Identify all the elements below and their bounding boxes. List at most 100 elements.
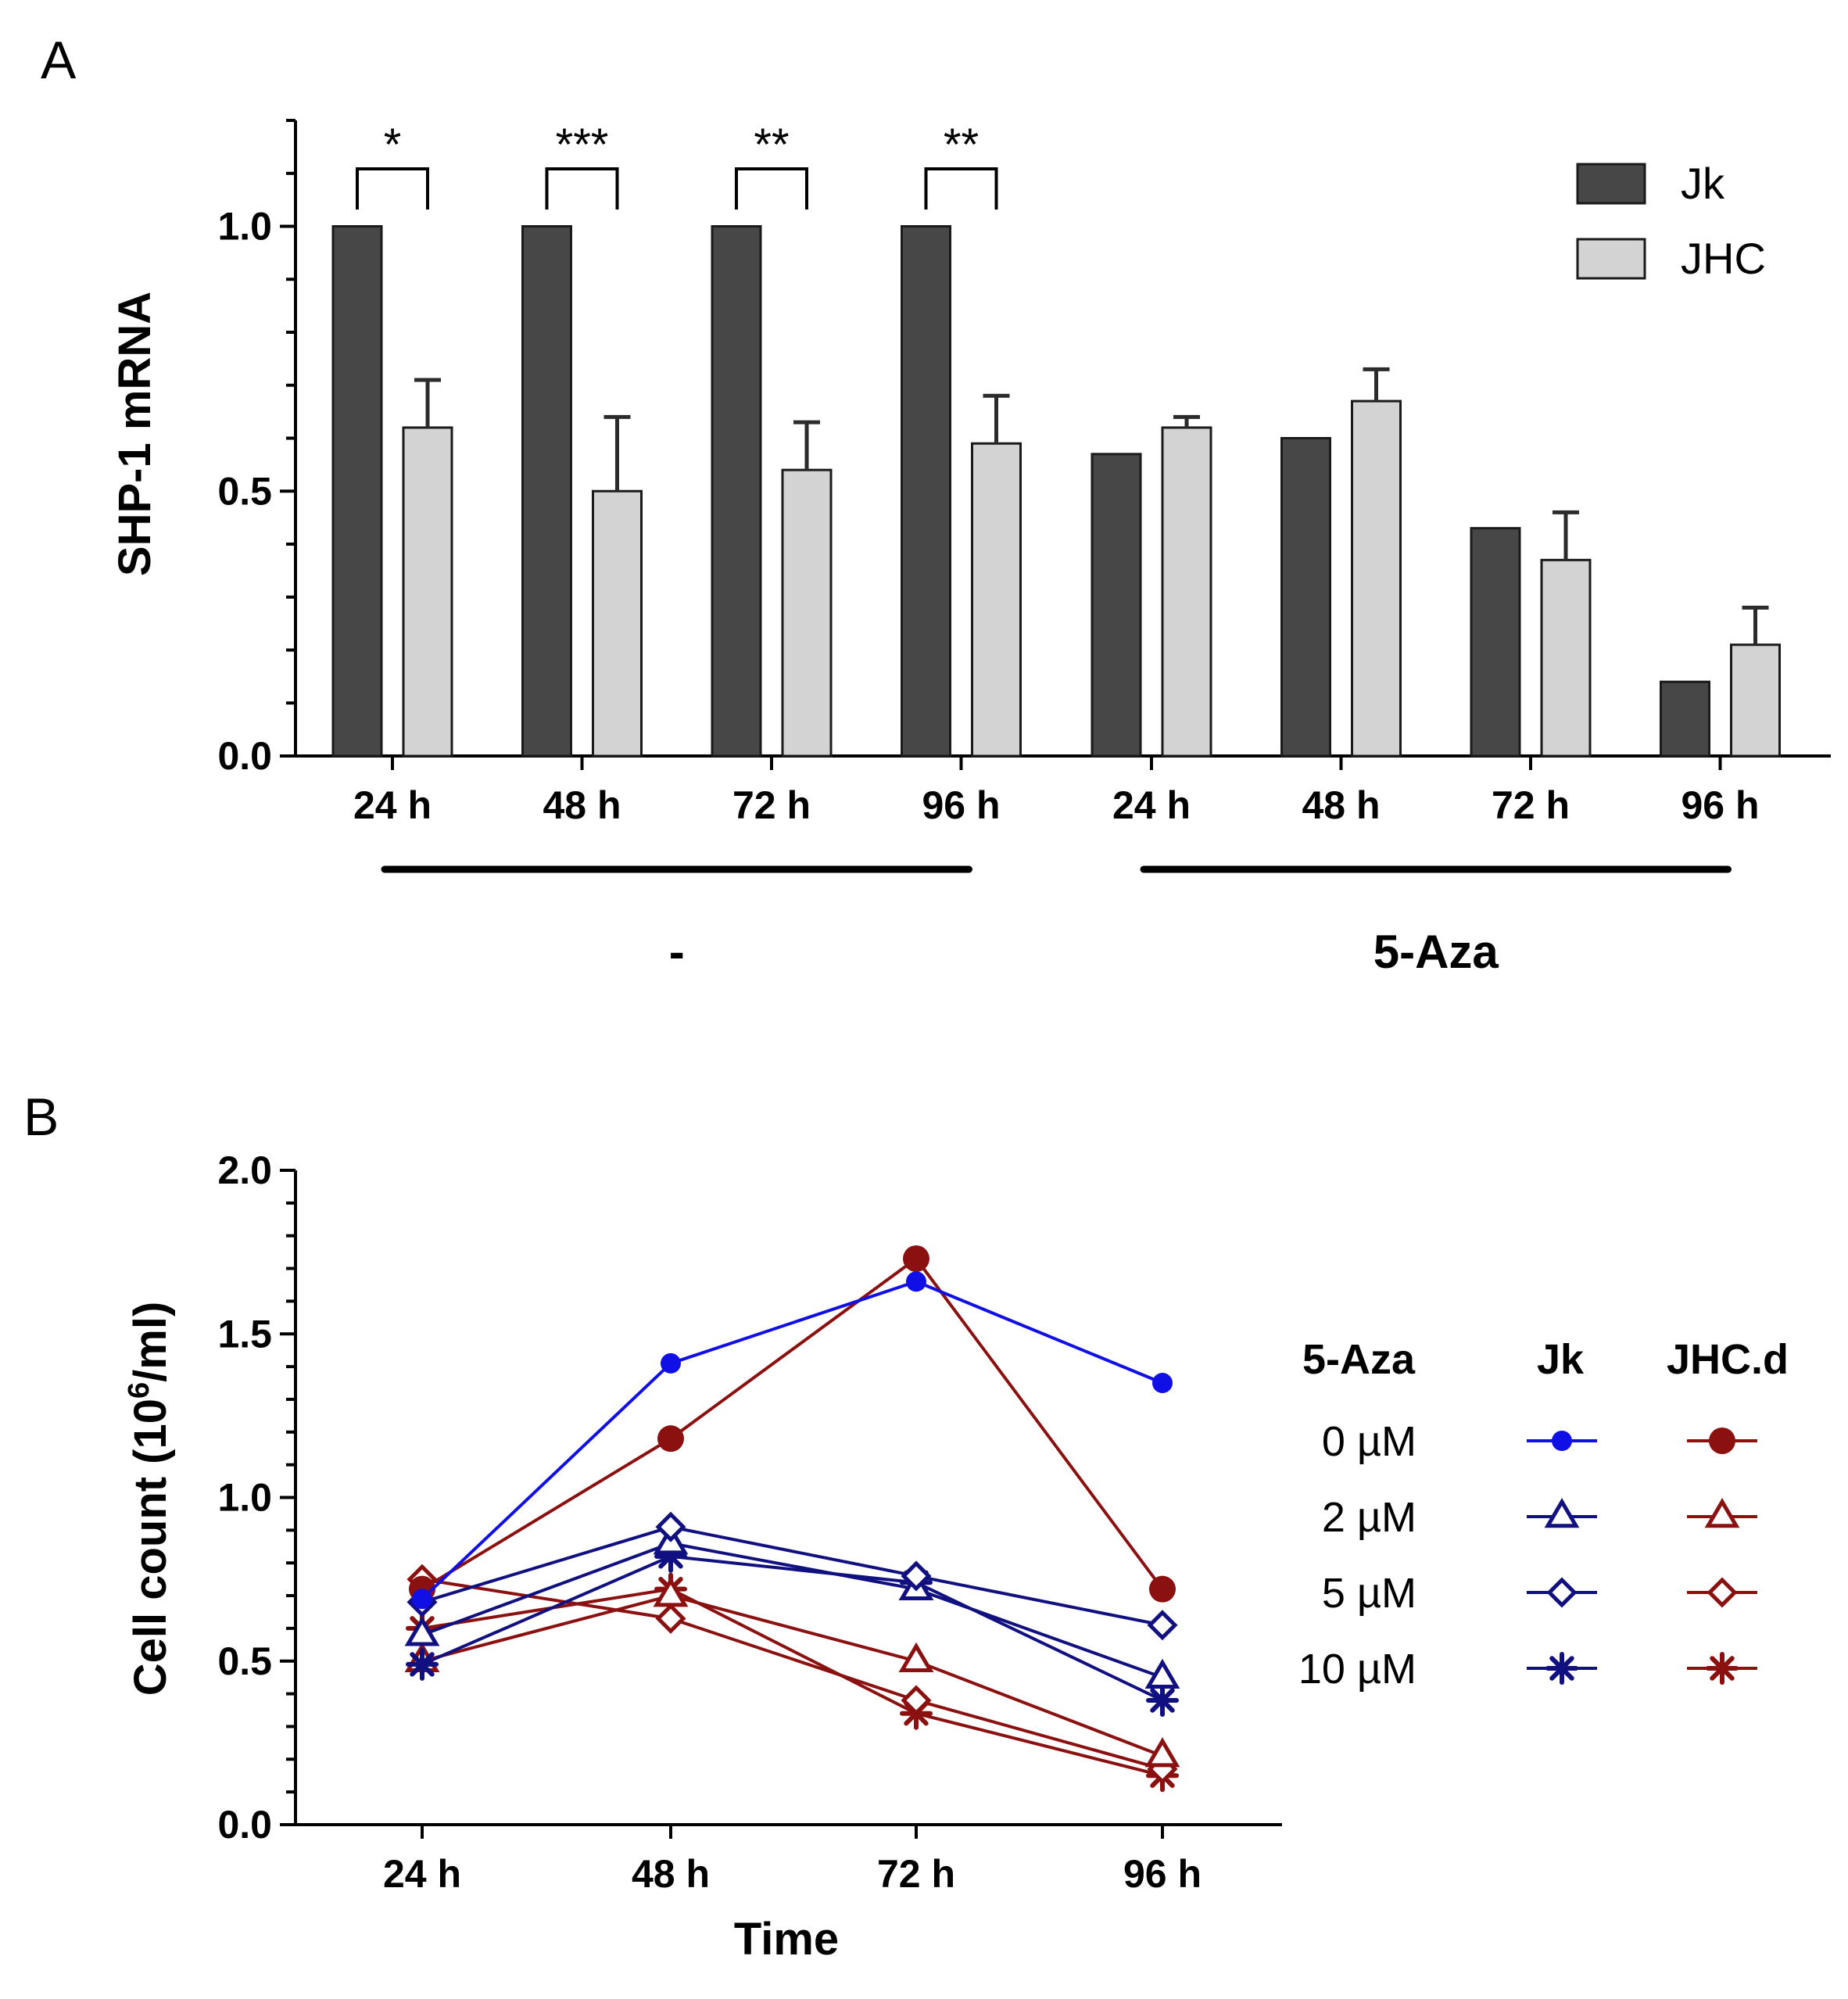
- panel-b-legend-row-label: 2 µM: [1322, 1494, 1416, 1541]
- panel-a-significance-label: **: [944, 120, 979, 170]
- panel-a-group-label: 5-Aza: [1373, 926, 1499, 978]
- panel-b-y-tick-label: 0.0: [217, 1803, 272, 1847]
- panel-a-x-tick-label: 24 h: [1112, 783, 1191, 827]
- panel-a-bar-jhc: [402, 426, 453, 758]
- panel-b-y-tick-label: 2.0: [217, 1148, 272, 1192]
- panel-b-series-line-jk-0-m: [421, 1280, 1163, 1600]
- panel-b-legend: 5-Aza Jk JHC.d 0 µM 2 µM 5 µM 10 µM: [1298, 1336, 1789, 1693]
- panel-a-x-tick-label: 72 h: [1492, 783, 1570, 827]
- panel-a-bar-jhc: [1730, 643, 1781, 758]
- panel-a-bar-jhc: [971, 442, 1022, 758]
- panel-a-bars: [331, 225, 1781, 758]
- panel-b-y-tick-label: 1.5: [217, 1312, 272, 1356]
- panel-b-point-jhc-d-2-m: [653, 1577, 689, 1607]
- panel-a-bar-jhc: [592, 489, 643, 758]
- panel-b-legend-jk-marker: [1545, 1652, 1578, 1685]
- panel-b-point-jk-0-m: [412, 1589, 432, 1610]
- panel-b-series-line-jk-5-m: [421, 1525, 1163, 1627]
- panel-b-series-line-jk-10-m: [421, 1554, 1163, 1702]
- panel-b-series-line-jhc-d-0-m: [421, 1256, 1164, 1591]
- panel-a-x-tick-label: 96 h: [1681, 783, 1759, 827]
- panel-b-legend-header-jhc: JHC.d: [1667, 1336, 1789, 1383]
- panel-b-point-jk-0-m: [661, 1352, 681, 1374]
- panel-b-legend-jhc-marker: [1709, 1428, 1735, 1454]
- panel-b-point-jhc-d-5-m: [655, 1603, 686, 1634]
- panel-b-legend-row-label: 5 µM: [1322, 1570, 1416, 1617]
- star-stroke: [1710, 1656, 1735, 1681]
- panel-b-series-line-jhc-d-5-m: [421, 1578, 1163, 1771]
- panel-b-y-tick-label: 1.0: [217, 1476, 272, 1520]
- star-stroke: [1549, 1656, 1574, 1681]
- panel-b: B Cell count (106/ml) Time 0.0 0.5 1.0 1.5 2…: [23, 1087, 1789, 1965]
- panel-a-y-axis-title: SHP-1 mRNA: [109, 292, 160, 576]
- panel-a-bar-jk: [1470, 527, 1521, 758]
- panel-b-legend-jhc-marker: [1706, 1652, 1739, 1685]
- panel-b-series: [404, 1245, 1180, 1793]
- star-stroke: [410, 1652, 435, 1677]
- panel-a-significance-label: ***: [556, 120, 609, 170]
- panel-b-y-tick-label: 0.5: [217, 1639, 272, 1683]
- panel-b-point-jk-2-m: [404, 1616, 440, 1646]
- panel-b-legend-header-jk: Jk: [1537, 1336, 1585, 1383]
- panel-b-point-jk-0-m: [1152, 1373, 1173, 1394]
- panel-a-x-tick-label: 24 h: [353, 783, 432, 827]
- panel-b-x-tick-label: 72 h: [877, 1852, 955, 1896]
- panel-a-y-tick-label: 1.0: [217, 205, 272, 249]
- panel-a-x-tick-label: 48 h: [543, 783, 621, 827]
- panel-a-y-tick-label: 0.0: [217, 734, 272, 778]
- panel-b-point-jk-2-m: [1144, 1658, 1180, 1689]
- panel-b-y-axis-title-suffix: /ml): [125, 1302, 176, 1382]
- panel-b-point-jk-5-m: [901, 1560, 932, 1592]
- panel-b-legend-jhc-marker: [1707, 1577, 1738, 1608]
- panel-a-significance: * *** ** **: [356, 120, 998, 210]
- panel-b-axes: 0.0 0.5 1.0 1.5 2.0 24 h 48 h 72 h 96 h: [217, 1148, 1282, 1896]
- panel-a-significance-label: *: [384, 120, 402, 170]
- panel-a-y-tick-label: 0.5: [217, 469, 272, 513]
- panel-a-significance-bracket: [735, 167, 808, 210]
- panel-b-label: B: [23, 1087, 59, 1147]
- panel-a-legend-swatch-jk: [1576, 163, 1646, 205]
- panel-b-x-tick-label: 96 h: [1123, 1852, 1202, 1896]
- panel-a-group-label: -: [669, 926, 685, 978]
- panel-a: A SHP-1 mRNA 0.0 0.5 1.0 24 h 48 h 72 h 96 h 24…: [41, 30, 1831, 978]
- panel-b-legend-jk-marker: [1544, 1498, 1580, 1528]
- panel-a-group-labels: - 5-Aza: [381, 865, 1732, 978]
- star-stroke: [1150, 1688, 1175, 1713]
- panel-a-significance-bracket: [356, 167, 429, 210]
- panel-b-legend-jhc-marker: [1704, 1498, 1740, 1528]
- panel-b-x-tick-label: 24 h: [383, 1852, 461, 1896]
- panel-b-point-jk-0-m: [906, 1271, 926, 1292]
- panel-a-bar-jk: [521, 225, 572, 758]
- panel-a-label: A: [41, 30, 77, 90]
- panel-b-point-jk-5-m: [655, 1511, 686, 1542]
- panel-b-legend-row-label: 0 µM: [1322, 1418, 1416, 1465]
- panel-a-legend-label: JHC: [1681, 234, 1766, 283]
- panel-a-x-tick-label: 96 h: [922, 783, 1000, 827]
- panel-b-point-jhc-d-5-m: [901, 1685, 932, 1716]
- panel-a-legend-swatch-jhc: [1576, 238, 1646, 280]
- panel-a-x-tick-label: 72 h: [732, 783, 811, 827]
- panel-b-series-line-jk-2-m: [421, 1542, 1163, 1679]
- panel-a-bar-jhc: [1540, 558, 1592, 758]
- panel-b-y-axis-title-prefix: Cell count (10: [125, 1399, 176, 1696]
- panel-a-bar-jhc: [1351, 399, 1402, 758]
- panel-b-series-line-jhc-d-2-m: [421, 1593, 1163, 1757]
- panel-a-bar-jk: [1280, 437, 1331, 758]
- panel-a-x-tick-label: 48 h: [1302, 783, 1380, 827]
- panel-a-bar-jk: [901, 225, 951, 758]
- panel-a-bar-jk: [1091, 453, 1142, 758]
- panel-b-legend-header-dose: 5-Aza: [1302, 1336, 1416, 1383]
- panel-b-point-jk-10-m: [1146, 1683, 1179, 1717]
- panel-a-legend: Jk JHC: [1576, 159, 1766, 283]
- panel-a-bar-jhc: [1161, 426, 1212, 758]
- panel-b-legend-jk-marker: [1552, 1431, 1572, 1451]
- panel-b-x-tick-label: 48 h: [632, 1852, 710, 1896]
- panel-b-point-jhc-d-2-m: [898, 1642, 934, 1673]
- panel-a-significance-bracket: [924, 167, 998, 210]
- panel-b-point-jk-10-m: [406, 1647, 439, 1681]
- panel-b-point-jhc-d-0-m: [657, 1425, 684, 1453]
- panel-b-point-jk-5-m: [1147, 1610, 1178, 1641]
- panel-b-point-jhc-d-0-m: [903, 1245, 929, 1272]
- panel-a-bar-jhc: [781, 468, 833, 758]
